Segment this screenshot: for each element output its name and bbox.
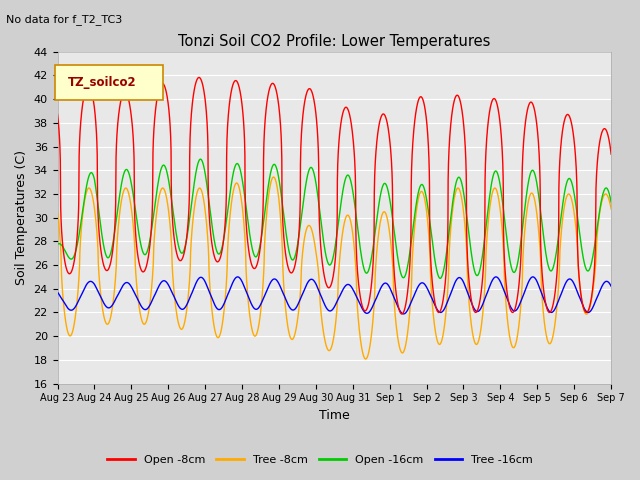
FancyBboxPatch shape [55, 65, 163, 100]
Text: No data for f_T2_TC3: No data for f_T2_TC3 [6, 14, 123, 25]
X-axis label: Time: Time [319, 409, 349, 422]
Text: TZ_soilco2: TZ_soilco2 [67, 76, 136, 89]
Title: Tonzi Soil CO2 Profile: Lower Temperatures: Tonzi Soil CO2 Profile: Lower Temperatur… [178, 34, 490, 49]
Y-axis label: Soil Temperatures (C): Soil Temperatures (C) [15, 150, 28, 285]
Legend: Open -8cm, Tree -8cm, Open -16cm, Tree -16cm: Open -8cm, Tree -8cm, Open -16cm, Tree -… [102, 451, 538, 469]
